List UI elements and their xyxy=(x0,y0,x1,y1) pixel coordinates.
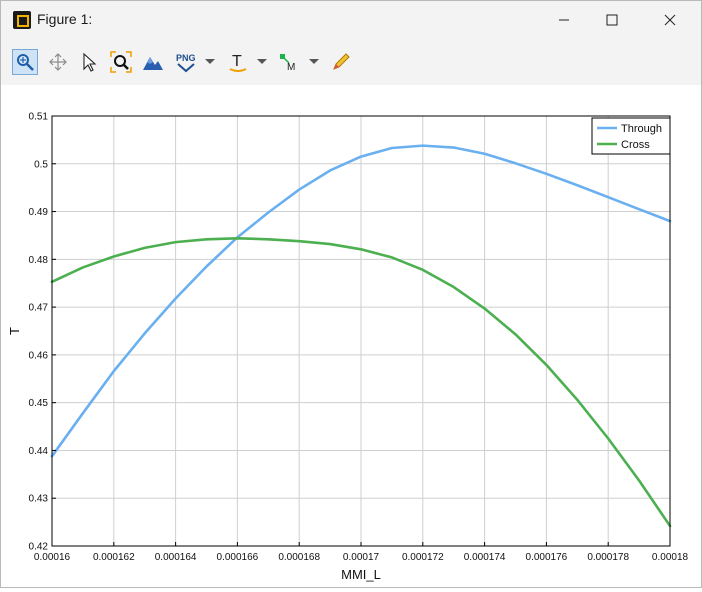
y-axis-label: T xyxy=(7,327,22,335)
y-tick-label: 0.46 xyxy=(29,350,49,361)
zoom-tool-button[interactable] xyxy=(12,49,38,75)
line-chart[interactable]: 0.00016 0.000162 0.000164 0.000166 0.000168 0… xyxy=(1,85,701,587)
marker-icon: M xyxy=(280,54,295,73)
close-icon xyxy=(664,14,676,26)
figure-toolbar: PNG T M xyxy=(1,39,701,85)
series-line-through xyxy=(50,144,672,458)
x-axis-label: MMI_L xyxy=(341,567,381,582)
legend[interactable]: Through Cross xyxy=(591,117,671,155)
png-dropdown-chevron-icon[interactable] xyxy=(205,59,215,64)
marker-tool-button[interactable]: M xyxy=(277,49,303,75)
x-tick-label: 0.00018 xyxy=(652,552,689,563)
y-tick-label: 0.51 xyxy=(29,112,49,123)
x-tick-label: 0.000164 xyxy=(155,552,197,563)
legend-box xyxy=(591,117,671,155)
legend-label: Cross xyxy=(621,139,650,151)
y-tick-label: 0.49 xyxy=(29,207,49,218)
app-icon xyxy=(13,11,31,29)
pointer-tool-button[interactable] xyxy=(77,49,101,75)
y-tick-label: 0.42 xyxy=(29,542,49,553)
mountain-icon xyxy=(143,57,163,70)
png-export-icon: PNG xyxy=(176,53,196,73)
x-tick-label: 0.000172 xyxy=(402,552,444,563)
series-line-cross xyxy=(50,237,672,528)
x-tick-label: 0.000176 xyxy=(526,552,568,563)
grid xyxy=(51,115,671,547)
zoom-box-button[interactable] xyxy=(108,49,134,75)
pointer-icon xyxy=(83,52,97,72)
text-tool-button[interactable]: T xyxy=(225,49,251,75)
minimize-icon xyxy=(559,19,569,21)
legend-label: Through xyxy=(621,123,662,135)
marker-dropdown-chevron-icon[interactable] xyxy=(309,59,319,64)
pencil-icon xyxy=(333,53,350,70)
draw-tool-button[interactable] xyxy=(329,49,353,75)
window-title: Figure 1: xyxy=(37,11,93,27)
autoscale-button[interactable] xyxy=(141,49,165,75)
pan-icon xyxy=(49,53,67,71)
text-dropdown-chevron-icon[interactable] xyxy=(257,59,267,64)
x-tick-label: 0.00016 xyxy=(34,552,71,563)
x-tick-label: 0.000174 xyxy=(464,552,506,563)
y-tick-label: 0.48 xyxy=(29,255,49,266)
zoom-box-icon xyxy=(110,51,132,73)
maximize-button[interactable] xyxy=(589,1,635,39)
svg-text:PNG: PNG xyxy=(176,53,196,63)
close-button[interactable] xyxy=(647,1,693,39)
series-layer xyxy=(50,144,672,528)
ticks: 0.00016 0.000162 0.000164 0.000166 0.000168 0… xyxy=(29,112,689,564)
svg-text:T: T xyxy=(232,53,242,70)
x-tick-label: 0.000178 xyxy=(587,552,629,563)
zoom-icon xyxy=(17,54,34,71)
y-tick-label: 0.44 xyxy=(29,446,49,457)
plot-area: 0.00016 0.000162 0.000164 0.000166 0.000168 0… xyxy=(1,85,701,587)
y-tick-label: 0.45 xyxy=(29,398,49,409)
minimize-button[interactable] xyxy=(541,1,587,39)
y-tick-label: 0.47 xyxy=(29,303,49,314)
export-png-button[interactable]: PNG xyxy=(173,49,199,75)
x-tick-label: 0.000168 xyxy=(278,552,320,563)
x-tick-label: 0.000162 xyxy=(93,552,135,563)
x-tick-label: 0.00017 xyxy=(343,552,380,563)
y-tick-label: 0.43 xyxy=(29,494,49,505)
pan-tool-button[interactable] xyxy=(45,49,71,75)
y-tick-label: 0.5 xyxy=(34,159,48,170)
svg-text:M: M xyxy=(287,62,295,73)
title-bar: Figure 1: xyxy=(1,1,701,39)
text-icon: T xyxy=(229,53,247,72)
x-tick-label: 0.000166 xyxy=(217,552,259,563)
maximize-icon xyxy=(606,14,618,26)
